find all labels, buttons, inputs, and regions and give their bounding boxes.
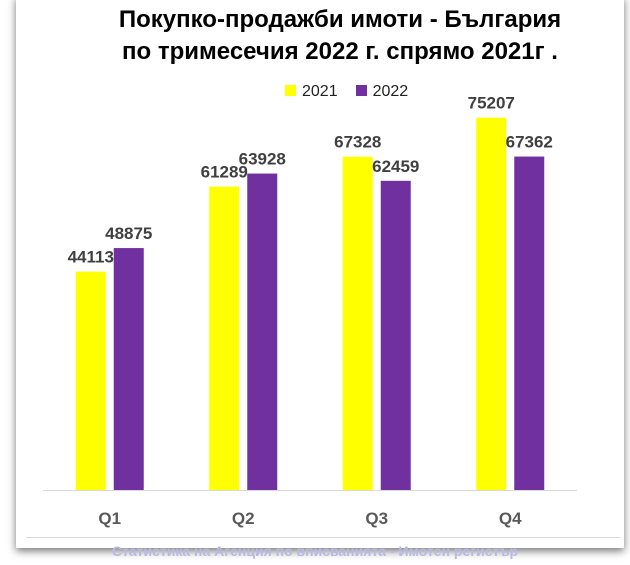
legend-swatch-2021 — [285, 85, 296, 97]
bar-2021-Q2 — [209, 186, 240, 490]
data-label-2022-Q2: 63928 — [239, 150, 286, 169]
bar-2021-Q1 — [75, 271, 106, 490]
data-label-2021-Q4: 75207 — [468, 94, 515, 113]
data-label-2022-Q3: 62459 — [372, 157, 419, 176]
data-label-2022-Q1: 48875 — [105, 224, 152, 243]
divider — [26, 537, 620, 538]
x-tick-label-Q3: Q3 — [365, 509, 388, 528]
bar-2022-Q4 — [514, 156, 545, 490]
x-tick-label-Q2: Q2 — [232, 509, 255, 528]
bar-2022-Q2 — [247, 173, 278, 490]
legend: 2021 2022 — [285, 83, 408, 101]
bar-2022-Q1 — [113, 248, 144, 490]
title-line-1: Покупко-продажби имоти - България — [118, 6, 562, 33]
data-label-2021-Q1: 44113 — [68, 248, 114, 267]
source-footer: Статистика на Агенция по вписванията - И… — [111, 543, 519, 559]
bar-2022-Q3 — [380, 180, 411, 491]
data-label-2022-Q4: 67362 — [506, 133, 553, 152]
data-label-2021-Q2: 61289 — [201, 163, 248, 182]
title-line-2: по тримесечия 2022 г. спрямо 2021г . — [122, 38, 558, 65]
legend-swatch-2022 — [355, 85, 367, 97]
chart-title: Покупко-продажби имоти - България по три… — [0, 4, 630, 68]
legend-item-2021: 2021 — [285, 83, 338, 101]
bar-2021-Q4 — [476, 117, 507, 491]
legend-item-2022: 2022 — [355, 83, 408, 101]
x-tick-label-Q1: Q1 — [98, 509, 121, 528]
bar-2021-Q3 — [342, 156, 373, 491]
x-tick-label-Q4: Q4 — [499, 509, 522, 528]
data-label-2021-Q3: 67328 — [334, 133, 381, 152]
